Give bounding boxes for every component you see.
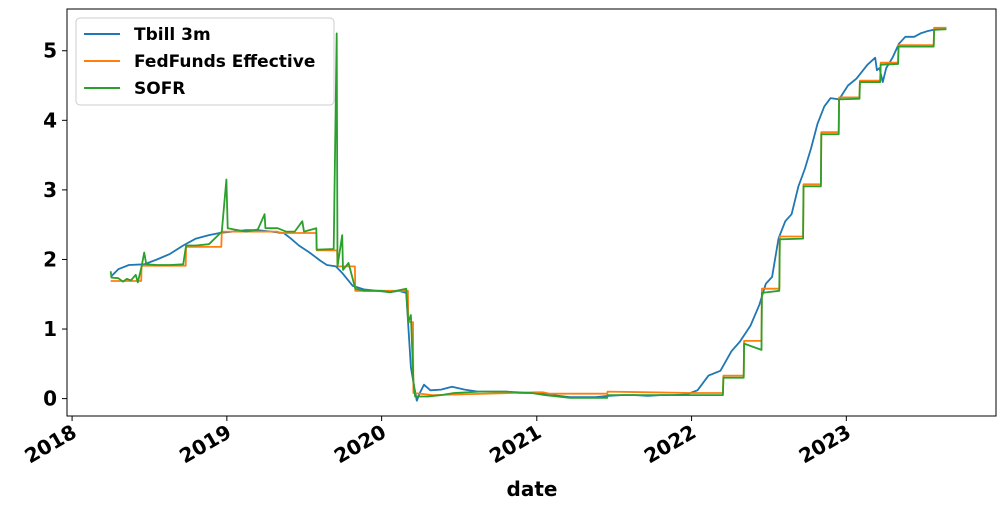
x-axis-label: date [507, 477, 558, 501]
y-axis: 0 1 2 3 4 5 [43, 39, 67, 411]
series-layer [109, 26, 947, 402]
plot-frame [66, 8, 997, 417]
x-tick-label: 2021 [485, 420, 545, 469]
x-tick-label: 2019 [175, 420, 235, 469]
x-axis: 2018 2019 2020 2021 2022 2023 [20, 416, 855, 469]
legend-label-sofr: SOFR [134, 79, 185, 99]
y-tick-label: 4 [43, 108, 57, 132]
legend-label-fedfunds-effective: FedFunds Effective [134, 52, 315, 72]
y-tick-label: 2 [43, 247, 57, 271]
x-tick-label: 2018 [20, 420, 80, 469]
series-line-sofr [109, 28, 947, 399]
legend: Tbill 3m FedFunds Effective SOFR [75, 17, 335, 106]
legend-box [75, 17, 335, 106]
y-tick-label: 3 [43, 178, 57, 202]
x-tick-label: 2020 [330, 420, 390, 469]
y-tick-label: 5 [43, 39, 57, 63]
y-tick-label: 1 [43, 317, 57, 341]
x-tick-label: 2022 [640, 420, 700, 469]
y-tick-label: 0 [43, 387, 57, 411]
x-tick-label: 2023 [795, 420, 855, 469]
legend-label-tbill-3m: Tbill 3m [134, 25, 211, 45]
